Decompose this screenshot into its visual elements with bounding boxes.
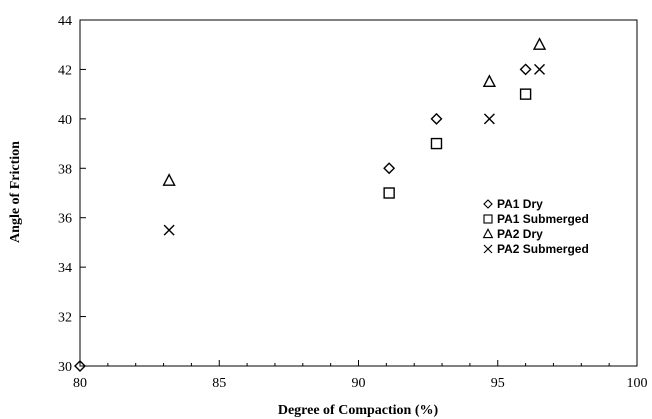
legend-label-pa1-submerged: PA1 Submerged — [497, 212, 589, 226]
legend-marker-pa1-submerged — [483, 214, 493, 224]
legend-marker-pa2-dry — [482, 227, 494, 239]
y-tick-label: 32 — [58, 311, 72, 326]
point-pa1-dry — [430, 112, 443, 125]
plot-border — [79, 19, 638, 367]
point-pa1-submerged — [430, 137, 443, 150]
legend-marker-pa2-submerged — [483, 244, 493, 254]
point-pa1-submerged — [383, 187, 395, 199]
x-axis: 80 85 90 95 100 — [73, 360, 648, 391]
y-tick-label: 38 — [58, 162, 72, 177]
plot-frame — [79, 19, 638, 367]
point-pa2-dry — [162, 173, 176, 186]
y-tick-label: 40 — [58, 113, 72, 128]
x-axis-title: Degree of Compaction (%) — [278, 403, 439, 418]
x-tick-label: 80 — [73, 376, 87, 391]
y-tick-label: 44 — [58, 14, 72, 29]
point-pa2-dry — [532, 37, 547, 50]
y-axis: 30 32 34 36 38 40 42 44 — [58, 14, 86, 375]
y-tick-label: 34 — [58, 261, 72, 276]
legend-label-pa2-dry: PA2 Dry — [497, 227, 543, 241]
y-tick-label: 36 — [58, 212, 72, 227]
x-tick-label: 85 — [212, 376, 226, 391]
y-axis-title: Angle of Friction — [8, 141, 23, 243]
y-tick-label: 42 — [58, 63, 72, 78]
point-pa2-submerged — [534, 63, 546, 75]
point-pa2-submerged — [483, 113, 495, 125]
point-pa2-submerged — [163, 224, 175, 236]
x-tick-label: 100 — [627, 376, 648, 391]
point-pa2-dry — [482, 74, 497, 87]
point-pa1-dry — [519, 63, 532, 76]
x-tick-label: 90 — [352, 376, 366, 391]
point-pa1-dry — [383, 162, 396, 175]
point-pa1-dry — [74, 360, 86, 372]
legend-label-pa1-dry: PA1 Dry — [497, 197, 543, 211]
x-tick-label: 95 — [491, 376, 505, 391]
y-tick-label: 30 — [58, 360, 72, 375]
legend-marker-pa1-dry — [483, 199, 493, 209]
legend-label-pa2-submerged: PA2 Submerged — [497, 242, 589, 256]
point-pa1-submerged — [519, 88, 532, 100]
data-points — [74, 37, 547, 372]
